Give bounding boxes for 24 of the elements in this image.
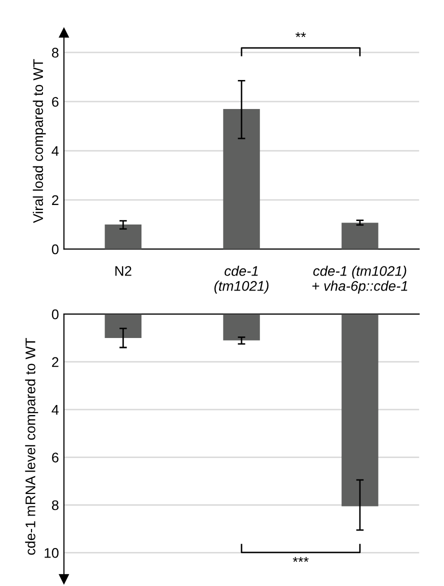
y-tick-label: 4: [52, 146, 59, 156]
bar: [342, 314, 378, 506]
y-tick-label: 6: [52, 452, 58, 462]
bar: [223, 108, 260, 250]
bar: [104, 314, 142, 338]
y-tick-label: 0: [52, 244, 59, 254]
y-tick-label: 2: [52, 195, 58, 205]
bar: [223, 314, 260, 340]
y-tick-label: 8: [52, 500, 58, 510]
y-tick-label: 4: [52, 405, 59, 415]
y-tick-label: 8: [52, 48, 58, 58]
bar: [342, 222, 378, 250]
annotation: ***: [292, 556, 309, 562]
bar: [104, 224, 142, 250]
y-tick-label: 6: [52, 96, 58, 107]
y-tick-label: 0: [52, 309, 59, 320]
y-axis-title: Viral load compared to WT: [32, 59, 46, 223]
y-tick-label: 10: [44, 548, 59, 558]
x-tick-label: cde-1 (tm1021) + vha-6p::cde-1: [312, 266, 408, 294]
y-axis-title: cde-1 mRNA level compared to WT: [25, 338, 38, 555]
x-tick-label: N2: [115, 266, 132, 276]
annotation: **: [296, 32, 306, 38]
x-tick-label: cde-1 (tm1021): [214, 266, 268, 294]
y-tick-label: 2: [52, 357, 58, 367]
